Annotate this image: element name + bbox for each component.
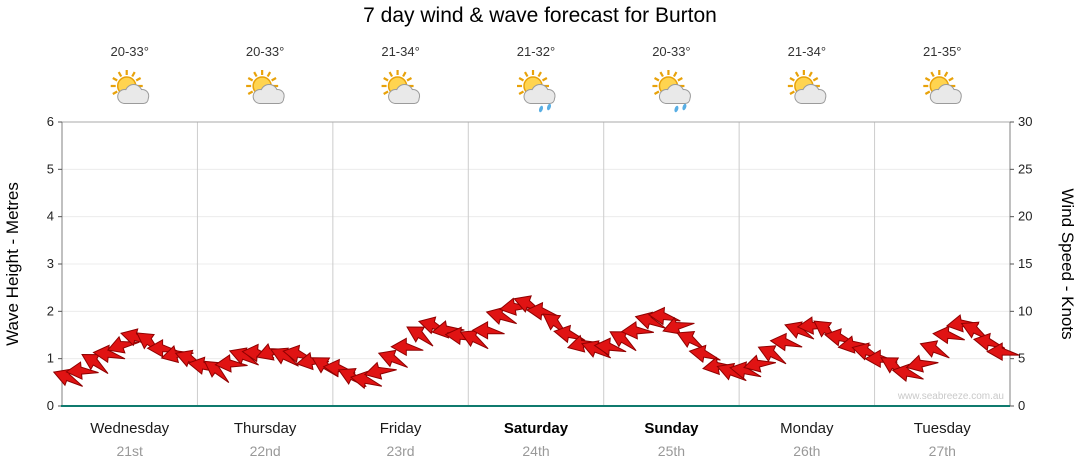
- wind-arrow: [485, 306, 517, 326]
- wind-arrow: [634, 311, 666, 330]
- wind-arrow: [769, 332, 803, 352]
- wind-arrow: [796, 316, 830, 335]
- right-axis-tick-label: 5: [1018, 351, 1025, 366]
- wind-arrow: [349, 370, 383, 390]
- wind-arrow: [960, 321, 990, 341]
- wind-arrow: [498, 297, 533, 316]
- day-date-label: 25th: [658, 443, 685, 459]
- temperature-label: 21-35°: [923, 44, 961, 59]
- sun-cloud-rain-icon: [517, 70, 556, 113]
- day-date-label: 23rd: [387, 443, 415, 459]
- wind-arrow: [609, 331, 637, 352]
- day-date-label: 22nd: [250, 443, 281, 459]
- day-date-label: 26th: [793, 443, 820, 459]
- day-name-label: Friday: [380, 420, 422, 437]
- wind-arrow: [146, 338, 180, 358]
- rain-drop-icon: [546, 103, 552, 111]
- wind-arrow: [214, 354, 248, 373]
- left-axis-tick-label: 0: [47, 398, 54, 413]
- day-name-label: Tuesday: [914, 420, 971, 437]
- wind-arrow: [593, 337, 627, 357]
- wind-arrow: [471, 320, 505, 340]
- right-axis-title: Wind Speed - Knots: [1058, 188, 1077, 339]
- temperature-label: 20-33°: [652, 44, 690, 59]
- day-name-label: Thursday: [234, 420, 297, 437]
- wind-arrow: [919, 340, 950, 359]
- day-date-label: 21st: [116, 443, 143, 459]
- sun-cloud-icon: [787, 70, 827, 104]
- day-date-label: 27th: [929, 443, 956, 459]
- wind-arrow: [406, 326, 434, 347]
- day-name-label: Saturday: [504, 420, 569, 437]
- cloud-fill: [389, 85, 420, 103]
- wind-arrow: [757, 345, 787, 365]
- rain-drop-icon: [682, 103, 687, 111]
- left-axis-tick-label: 2: [47, 303, 54, 318]
- cloud-fill: [930, 85, 961, 103]
- temperature-label: 20-33°: [110, 44, 148, 59]
- sun-cloud-icon: [381, 70, 421, 104]
- left-axis-tick-label: 3: [47, 256, 54, 271]
- wind-arrow: [743, 354, 776, 373]
- wind-arrow: [52, 368, 83, 387]
- wind-arrow: [203, 360, 230, 383]
- cloud-fill: [659, 85, 690, 103]
- wind-arrow: [986, 342, 1020, 361]
- wind-arrow: [905, 354, 939, 373]
- wind-arrow: [106, 335, 140, 354]
- wind-arrow: [377, 349, 408, 368]
- right-axis-tick-label: 10: [1018, 303, 1032, 318]
- cloud-fill: [118, 85, 149, 103]
- rain-drop-icon: [538, 105, 544, 113]
- wind-arrow: [688, 344, 721, 364]
- left-axis-tick-label: 4: [47, 209, 54, 224]
- sun-cloud-icon: [923, 70, 962, 104]
- wind-arrow: [390, 337, 424, 357]
- day-name-label: Sunday: [644, 420, 699, 437]
- day-name-label: Monday: [780, 420, 834, 437]
- day-date-label: 24th: [522, 443, 549, 459]
- rain-drop-icon: [674, 105, 679, 113]
- left-axis-tick-label: 1: [47, 351, 54, 366]
- day-name-label: Wednesday: [90, 420, 169, 437]
- left-axis-title: Wave Height - Metres: [3, 182, 22, 346]
- wind-arrow: [932, 325, 965, 345]
- wind-arrow: [81, 353, 109, 374]
- wind-arrow: [363, 361, 397, 380]
- wind-arrow: [459, 330, 489, 350]
- left-axis-tick-label: 5: [47, 161, 54, 176]
- right-axis-tick-label: 30: [1018, 114, 1032, 129]
- sun-cloud-icon: [110, 70, 150, 104]
- right-axis-tick-label: 0: [1018, 398, 1025, 413]
- temperature-label: 21-34°: [381, 44, 419, 59]
- wind-arrow: [676, 331, 706, 351]
- wind-arrow: [431, 320, 465, 339]
- page-title: 7 day wind & wave forecast for Burton: [363, 4, 717, 27]
- wind-arrow: [891, 363, 924, 383]
- watermark: www.seabreeze.com.au: [897, 391, 1004, 402]
- left-axis-tick-label: 6: [47, 114, 54, 129]
- cloud-fill: [795, 85, 826, 103]
- right-axis-tick-label: 20: [1018, 209, 1032, 224]
- right-axis-tick-label: 15: [1018, 256, 1032, 271]
- cloud-fill: [524, 85, 555, 103]
- sun-cloud-icon: [246, 70, 285, 104]
- cloud-fill: [253, 85, 284, 103]
- wind-arrow: [65, 361, 99, 380]
- wind-arrow: [295, 351, 329, 371]
- temperature-label: 20-33°: [246, 44, 284, 59]
- temperature-label: 21-34°: [788, 44, 826, 59]
- temperature-label: 21-32°: [517, 44, 555, 59]
- sun-cloud-rain-icon: [652, 70, 691, 113]
- wind-arrow: [662, 316, 695, 335]
- wind-arrow: [620, 321, 654, 340]
- wind-arrow-series: [52, 295, 1020, 390]
- right-axis-tick-label: 25: [1018, 161, 1032, 176]
